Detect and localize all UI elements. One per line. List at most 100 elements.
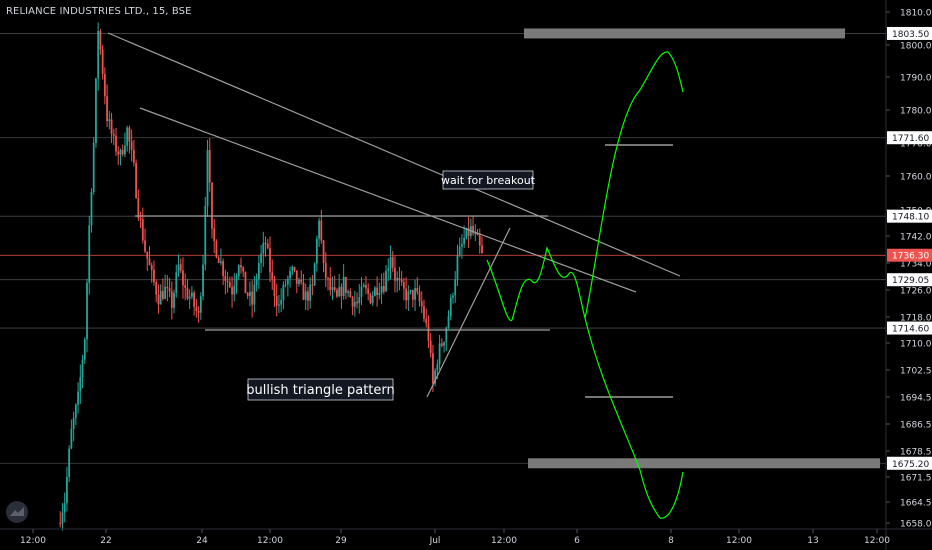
x-tick-label: 8 — [668, 536, 674, 546]
candle-body — [385, 270, 387, 292]
candle-body — [282, 284, 285, 300]
candle-body — [353, 301, 356, 307]
candle-body — [159, 290, 162, 305]
candle-body — [416, 288, 419, 292]
candle-body — [132, 149, 135, 163]
x-tick-label: 13 — [807, 536, 818, 546]
candle-body — [454, 279, 457, 296]
candle-body — [240, 265, 242, 268]
candle-body — [137, 197, 140, 219]
tradingview-logo-icon[interactable] — [6, 501, 28, 523]
candle-body — [233, 285, 236, 295]
y-tick-label: 1800.00 — [900, 42, 932, 52]
candle-body — [150, 265, 153, 270]
candle-body — [246, 293, 249, 296]
candle-body — [302, 282, 305, 300]
candle-body — [298, 279, 300, 284]
bullish-projection — [486, 51, 684, 321]
candle-body — [304, 291, 307, 300]
candle-body — [177, 264, 180, 273]
candle-body — [81, 359, 84, 378]
candle-body — [358, 297, 361, 304]
candle-body — [400, 280, 403, 283]
candle-body — [77, 391, 79, 405]
price-axis[interactable]: 1810.00 1800.00 1790.00 1780.00 1770.00 1760.… — [885, 0, 932, 550]
price-label: 1729.05 — [892, 276, 929, 286]
candle-body — [309, 284, 312, 301]
candle-body — [213, 228, 216, 242]
x-tick-label: 29 — [335, 536, 347, 546]
price-label: 1803.50 — [892, 30, 929, 40]
candle-body — [382, 286, 385, 292]
breakout-note-box — [442, 170, 534, 190]
candle-body — [273, 279, 276, 297]
candle-body — [188, 296, 191, 299]
candle-body — [356, 301, 358, 304]
candle-body — [467, 227, 470, 236]
candle-body — [351, 297, 354, 307]
candle-body — [161, 290, 164, 299]
candle-body — [70, 428, 73, 449]
candle-body — [220, 261, 222, 263]
candle-body — [179, 264, 182, 271]
candle-body — [322, 240, 325, 263]
candle-body — [376, 287, 379, 296]
x-tick-label: 12:00 — [726, 536, 752, 546]
candle-body — [135, 162, 138, 198]
x-tick-label: 24 — [196, 536, 208, 546]
candle-body — [458, 246, 461, 256]
candle-body — [481, 245, 483, 254]
candlestick-series — [59, 22, 483, 531]
candle-body — [478, 235, 481, 246]
price-label-box — [887, 456, 932, 470]
candle-body — [108, 119, 111, 122]
candle-body — [331, 287, 334, 290]
y-tick-label: 1790.00 — [900, 74, 932, 84]
candle-body — [387, 268, 390, 271]
candle-body — [253, 284, 256, 305]
y-tick-label: 1718.00 — [900, 314, 932, 324]
candle-body — [380, 286, 383, 294]
candle-body — [170, 291, 173, 308]
candle-body — [347, 291, 350, 293]
candle-body — [153, 269, 155, 283]
candle-body — [235, 276, 238, 286]
candle-body — [222, 261, 225, 276]
candle-body — [418, 291, 421, 302]
candle-body — [101, 49, 104, 75]
candle-body — [211, 182, 213, 229]
candle-body — [130, 141, 133, 150]
candle-body — [447, 316, 450, 328]
candle-body — [157, 294, 160, 305]
candle-body — [166, 286, 169, 289]
candle-body — [472, 225, 474, 234]
price-label-box — [887, 131, 932, 145]
y-tick-label: 1810.00 — [900, 9, 932, 19]
candle-body — [244, 271, 247, 294]
candle-body — [141, 219, 144, 241]
candle-body — [264, 243, 267, 245]
candle-body — [110, 119, 113, 134]
y-tick-label: 1671.50 — [900, 474, 932, 484]
candle-body — [396, 277, 399, 281]
candle-body — [438, 343, 441, 365]
candle-body — [269, 248, 271, 273]
annotations: wait for breakout bullish triangle patter… — [246, 170, 536, 401]
candle-body — [119, 149, 122, 155]
candle-body — [476, 233, 479, 236]
candle-body — [251, 291, 254, 305]
price-label: 1714.60 — [892, 325, 929, 335]
candle-body — [95, 78, 97, 143]
candle-body — [144, 240, 146, 252]
candle-body — [92, 142, 95, 193]
candle-body — [106, 96, 108, 122]
candle-body — [295, 270, 298, 284]
time-axis[interactable]: 12:00 22 24 12:00 29 Jul 12:00 6 8 12:00 13 12:00 — [0, 528, 932, 546]
candle-body — [128, 127, 131, 142]
candle-body — [449, 297, 452, 317]
candle-body — [411, 290, 414, 300]
candle-body — [257, 263, 260, 280]
y-tick-label: 1734.00 — [900, 260, 932, 270]
candle-body — [291, 266, 294, 272]
